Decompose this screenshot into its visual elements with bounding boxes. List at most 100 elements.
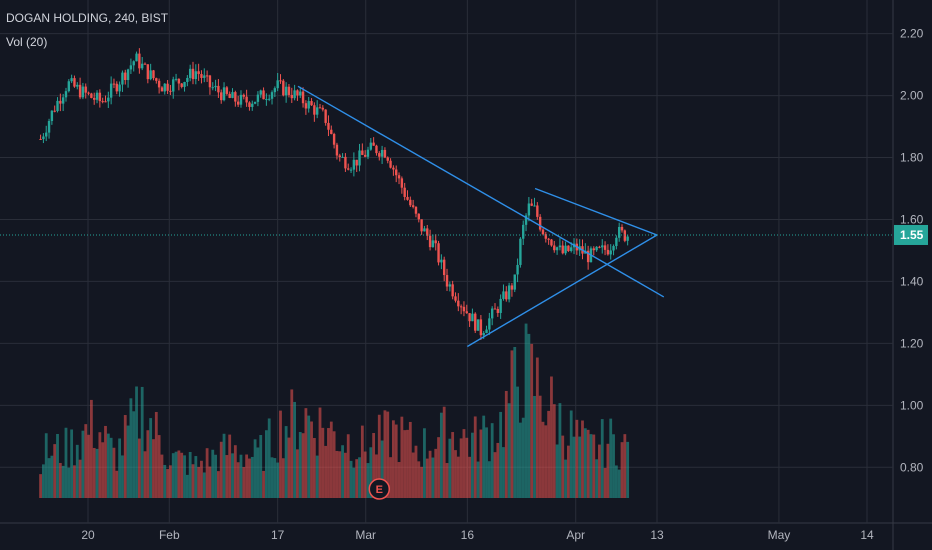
candle-body — [459, 306, 463, 308]
volume-bar — [44, 433, 48, 498]
volume-bar — [352, 467, 356, 498]
volume-bar — [197, 466, 201, 498]
volume-bar — [248, 458, 251, 498]
volume-bar — [617, 469, 621, 498]
volume-bar — [583, 428, 587, 498]
candle-body — [239, 94, 243, 105]
candle-body — [485, 329, 488, 334]
candle-body — [595, 246, 598, 251]
candle-body — [570, 247, 573, 251]
volume-bar — [521, 417, 525, 498]
volume-bar — [211, 449, 215, 498]
volume-bar — [185, 474, 189, 498]
volume-bar — [397, 462, 401, 498]
volume-bar — [39, 474, 42, 498]
volume-bar — [502, 447, 505, 498]
candle-body — [454, 296, 457, 301]
volume-bar — [129, 398, 133, 498]
volume-bar — [448, 438, 452, 498]
earnings-marker[interactable]: E — [368, 478, 391, 500]
symbol-title[interactable]: DOGAN HOLDING, 240, BIST — [6, 11, 169, 25]
volume-bar — [228, 434, 232, 498]
candle-body — [482, 333, 485, 336]
volume-bar — [205, 448, 209, 498]
volume-bar — [358, 457, 361, 498]
candle-body — [409, 199, 412, 206]
volume-bar — [191, 464, 195, 498]
candle-body — [544, 234, 548, 239]
volume-bar — [287, 437, 291, 498]
x-tick-label: 13 — [650, 528, 664, 542]
y-tick-label: 1.40 — [900, 274, 924, 288]
candle-body — [471, 313, 474, 322]
volume-bar — [101, 442, 105, 498]
candle-body — [208, 75, 212, 88]
candle-body — [64, 91, 68, 98]
y-axis[interactable]: 2.20 2.00 1.80 1.60 1.40 1.20 1.00 0.80 — [900, 27, 924, 475]
candle-body — [601, 245, 604, 248]
volume-bar — [219, 441, 223, 498]
volume-bar — [146, 430, 150, 498]
candle-body — [567, 245, 570, 251]
volume-bar — [349, 460, 353, 498]
candle-body — [612, 246, 615, 251]
volume-bar — [152, 439, 155, 498]
volume-bar — [98, 432, 102, 498]
candle-body — [138, 53, 141, 69]
volume-bar — [355, 459, 359, 498]
trendlines[interactable] — [297, 85, 665, 348]
volume-bar — [411, 452, 415, 498]
candle-body — [603, 245, 607, 250]
volume-bar — [236, 462, 240, 498]
candle-body — [169, 90, 172, 92]
volume-bar — [527, 333, 531, 498]
candle-body — [73, 78, 76, 87]
volume-bar — [535, 357, 539, 498]
volume-bar — [256, 447, 260, 498]
candle-body — [527, 203, 531, 216]
volume-bar — [377, 414, 381, 498]
volume-bar — [276, 462, 280, 498]
candle-body — [440, 259, 443, 263]
volume-bar — [595, 459, 599, 498]
volume-bar — [341, 445, 344, 498]
x-axis[interactable]: 20 Feb 17 Mar 16 Apr 13 May 14 — [81, 528, 874, 542]
candle-body — [299, 91, 302, 96]
candle-body — [81, 86, 85, 98]
candle-body — [313, 105, 316, 115]
x-tick-label: Mar — [355, 528, 376, 542]
candle-body — [129, 65, 133, 70]
candle-body — [445, 275, 449, 287]
volume-bar — [437, 437, 440, 498]
volume-bar — [533, 395, 536, 498]
volume-bar — [42, 464, 45, 498]
candle-body — [273, 88, 277, 93]
candle-body — [598, 246, 601, 248]
candle-body — [524, 215, 528, 225]
volume-bar — [544, 425, 548, 498]
candle-body — [163, 83, 166, 92]
candle-body — [372, 142, 375, 146]
candle-body — [479, 319, 483, 336]
candle-body — [386, 157, 389, 161]
candle-body — [380, 149, 384, 157]
candle-body — [327, 122, 330, 130]
volume-bar — [123, 415, 127, 498]
volume-bar — [473, 416, 477, 498]
candle-body — [67, 81, 71, 92]
volume-bar — [564, 459, 567, 498]
volume-bar — [439, 412, 443, 498]
candle-body — [448, 284, 452, 287]
volume-indicator-label[interactable]: Vol (20) — [6, 35, 48, 49]
volume-bar — [273, 458, 277, 498]
volume-bar — [281, 458, 285, 498]
candle-body — [228, 93, 231, 98]
volume-bar — [296, 449, 299, 498]
candle-body — [626, 236, 629, 241]
volume-bar — [160, 454, 164, 498]
volume-bar — [149, 418, 153, 498]
candle-body — [406, 196, 409, 200]
volume-bar — [169, 465, 172, 498]
